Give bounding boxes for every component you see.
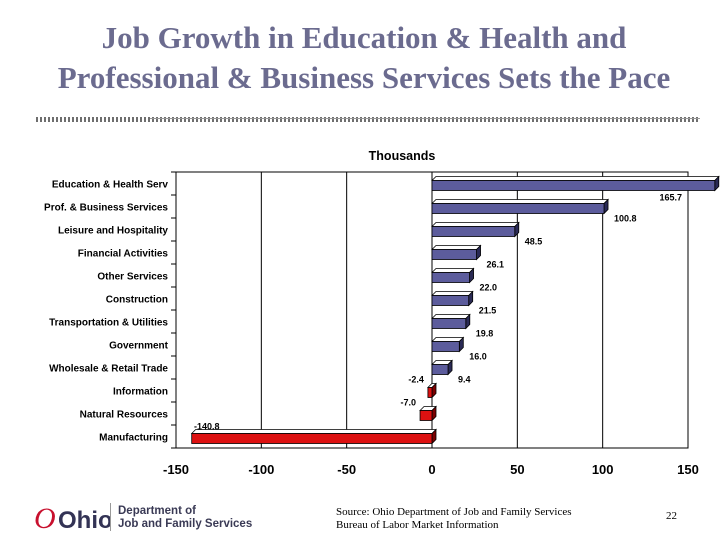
category-label: Prof. & Business Services [44, 203, 168, 214]
bar-top [431, 176, 720, 181]
bar [431, 272, 470, 283]
ohio-logo-text: Ohio [58, 507, 110, 534]
bar [419, 410, 433, 421]
bar [191, 433, 433, 444]
x-tick-label: 0 [428, 462, 435, 477]
bar-value-label: 26.1 [487, 260, 505, 270]
category-label: Financial Activities [78, 249, 169, 260]
bar [431, 295, 470, 306]
source-note: Source: Ohio Department of Job and Famil… [336, 506, 572, 532]
category-label: Education & Health Serv [52, 180, 169, 191]
bar-value-label: 165.7 [659, 193, 682, 203]
department-line-1: Department of [118, 505, 196, 517]
bar-value-label: -7.0 [401, 398, 417, 408]
bar [427, 387, 433, 398]
bar-value-label: -140.8 [194, 422, 220, 432]
category-label: Manufacturing [99, 433, 168, 444]
page-number: 22 [666, 510, 677, 522]
bar-top [431, 222, 520, 227]
bar-value-label: -2.4 [408, 375, 424, 385]
ohio-logo: O Ohio [34, 502, 110, 534]
category-label: Natural Resources [80, 410, 169, 421]
department-line-2: Job and Family Services [118, 518, 253, 530]
title-divider [36, 117, 700, 122]
title-divider-line [150, 118, 700, 119]
bar [431, 226, 516, 237]
category-label: Government [109, 341, 169, 352]
bar-value-label: 16.0 [469, 352, 487, 362]
slide-title-line-2: Professional & Business Services Sets th… [57, 60, 671, 95]
svg-text:O: O [34, 502, 56, 534]
x-tick-label: -100 [248, 462, 274, 477]
bar-value-label: 21.5 [479, 306, 497, 316]
x-tick-label: 150 [677, 462, 699, 477]
bar-value-label: 9.4 [458, 375, 471, 385]
x-tick-label: -150 [163, 462, 189, 477]
bar [431, 364, 449, 375]
source-line-2: Bureau of Labor Market Information [336, 519, 499, 531]
bar-top [431, 268, 475, 273]
bar [431, 180, 716, 191]
slide-title: Job Growth in Education & Health and Pro… [0, 18, 728, 98]
bar-top [431, 314, 471, 319]
bar-top [431, 337, 465, 342]
bar-value-label: 22.0 [480, 283, 498, 293]
x-tick-label: 100 [592, 462, 614, 477]
logo-separator [110, 503, 111, 531]
x-tick-label: -50 [337, 462, 356, 477]
bar [431, 318, 467, 329]
category-label: Leisure and Hospitality [58, 226, 168, 237]
bar-value-label: 19.8 [476, 329, 494, 339]
bar [431, 341, 460, 352]
bar [431, 203, 605, 214]
category-label: Wholesale & Retail Trade [49, 364, 168, 375]
job-growth-bar-chart: -150 -100 -50 0 50 100 150 Thousands Education &… [44, 149, 720, 477]
source-line-1: Source: Ohio Department of Job and Famil… [336, 506, 572, 518]
category-label: Information [113, 387, 168, 398]
bar-value-label: 100.8 [614, 214, 637, 224]
category-label: Other Services [97, 272, 168, 283]
bar-top [190, 429, 437, 434]
bar-top [431, 245, 482, 250]
bar-top [431, 291, 474, 296]
bar-top [431, 199, 609, 204]
department-name: Department of Job and Family Services [118, 505, 252, 531]
slide-title-line-1: Job Growth in Education & Health and [101, 20, 627, 55]
x-tick-label: 50 [510, 462, 524, 477]
bar [431, 249, 477, 260]
chart-title: Thousands [369, 149, 436, 163]
category-label: Transportation & Utilities [49, 318, 168, 329]
bar-value-label: 48.5 [525, 237, 543, 247]
category-label: Construction [106, 295, 168, 306]
